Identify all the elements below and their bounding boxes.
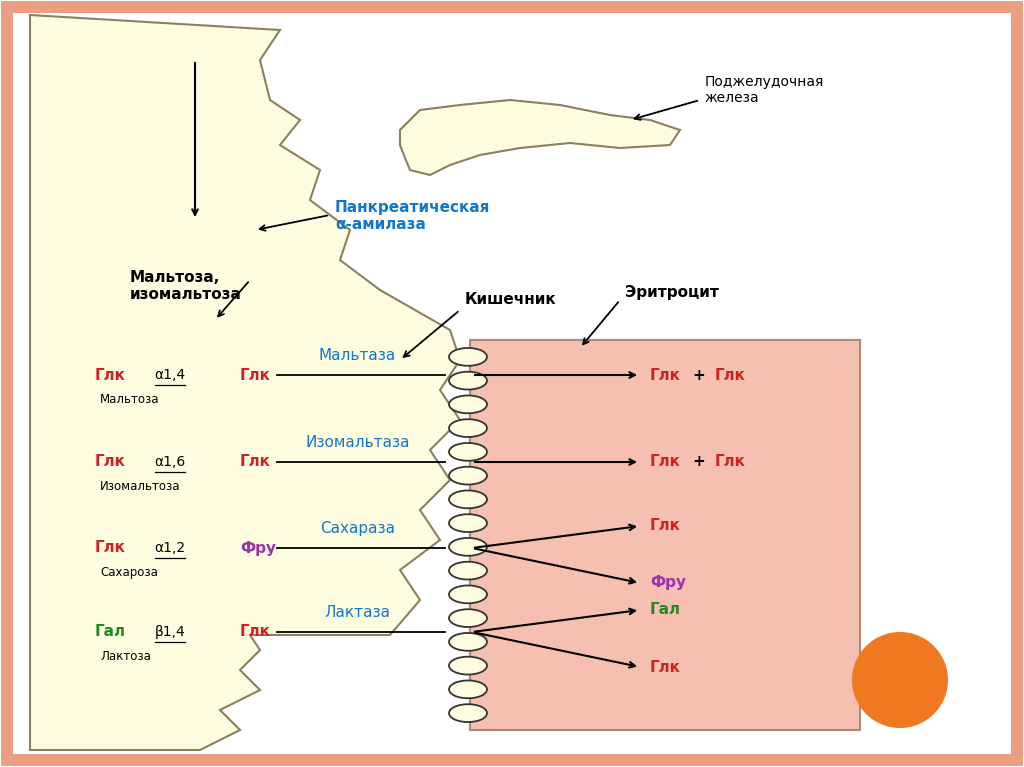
Text: Мальтаза: Мальтаза	[318, 348, 396, 363]
Text: Гал: Гал	[650, 603, 681, 617]
Text: Глк: Глк	[650, 455, 681, 469]
Ellipse shape	[449, 585, 487, 604]
Text: Глк: Глк	[240, 624, 271, 640]
Ellipse shape	[449, 657, 487, 674]
Ellipse shape	[449, 420, 487, 437]
Text: Сахароза: Сахароза	[100, 566, 158, 579]
Text: Эритроцит: Эритроцит	[625, 285, 719, 299]
Text: Глк: Глк	[650, 518, 681, 534]
Text: α1,2: α1,2	[155, 541, 185, 555]
Ellipse shape	[449, 609, 487, 627]
Text: α1,4: α1,4	[155, 368, 185, 382]
Text: +: +	[692, 455, 705, 469]
Text: Лактаза: Лактаза	[325, 605, 390, 620]
Ellipse shape	[449, 633, 487, 650]
Text: β1,4: β1,4	[155, 625, 185, 639]
Text: Мальтоза,
изомальтоза: Мальтоза, изомальтоза	[130, 270, 242, 302]
Text: +: +	[692, 367, 705, 383]
Ellipse shape	[449, 538, 487, 556]
Ellipse shape	[449, 466, 487, 485]
Text: Глк: Глк	[715, 367, 745, 383]
Ellipse shape	[449, 490, 487, 509]
Ellipse shape	[449, 680, 487, 698]
Text: α1,6: α1,6	[155, 455, 185, 469]
Text: Сахараза: Сахараза	[319, 521, 395, 536]
Ellipse shape	[449, 396, 487, 413]
Text: Мальтоза: Мальтоза	[100, 393, 160, 406]
Ellipse shape	[449, 561, 487, 580]
Ellipse shape	[449, 514, 487, 532]
Text: Глк: Глк	[240, 367, 271, 383]
Text: Глк: Глк	[240, 455, 271, 469]
Ellipse shape	[449, 372, 487, 390]
Text: Лактоза: Лактоза	[100, 650, 151, 663]
Text: Глк: Глк	[715, 455, 745, 469]
Circle shape	[852, 632, 948, 728]
Text: Фру: Фру	[240, 541, 276, 555]
Text: Глк: Глк	[94, 455, 125, 469]
Text: Изомальтаза: Изомальтаза	[305, 435, 410, 450]
Text: Гал: Гал	[94, 624, 126, 640]
Text: Изомальтоза: Изомальтоза	[100, 480, 180, 493]
Text: Глк: Глк	[94, 367, 125, 383]
Text: Кишечник: Кишечник	[465, 292, 557, 308]
Text: Глк: Глк	[650, 660, 681, 674]
Ellipse shape	[449, 704, 487, 722]
FancyBboxPatch shape	[13, 13, 1011, 754]
Text: Глк: Глк	[94, 541, 125, 555]
Text: Поджелудочная
железа: Поджелудочная железа	[705, 75, 824, 105]
Ellipse shape	[449, 348, 487, 366]
Polygon shape	[30, 15, 460, 750]
Text: Панкреатическая
α-амилаза: Панкреатическая α-амилаза	[335, 200, 490, 232]
Text: Фру: Фру	[650, 575, 686, 591]
Text: Глк: Глк	[650, 367, 681, 383]
FancyBboxPatch shape	[470, 340, 860, 730]
Ellipse shape	[449, 443, 487, 461]
Polygon shape	[400, 100, 680, 175]
